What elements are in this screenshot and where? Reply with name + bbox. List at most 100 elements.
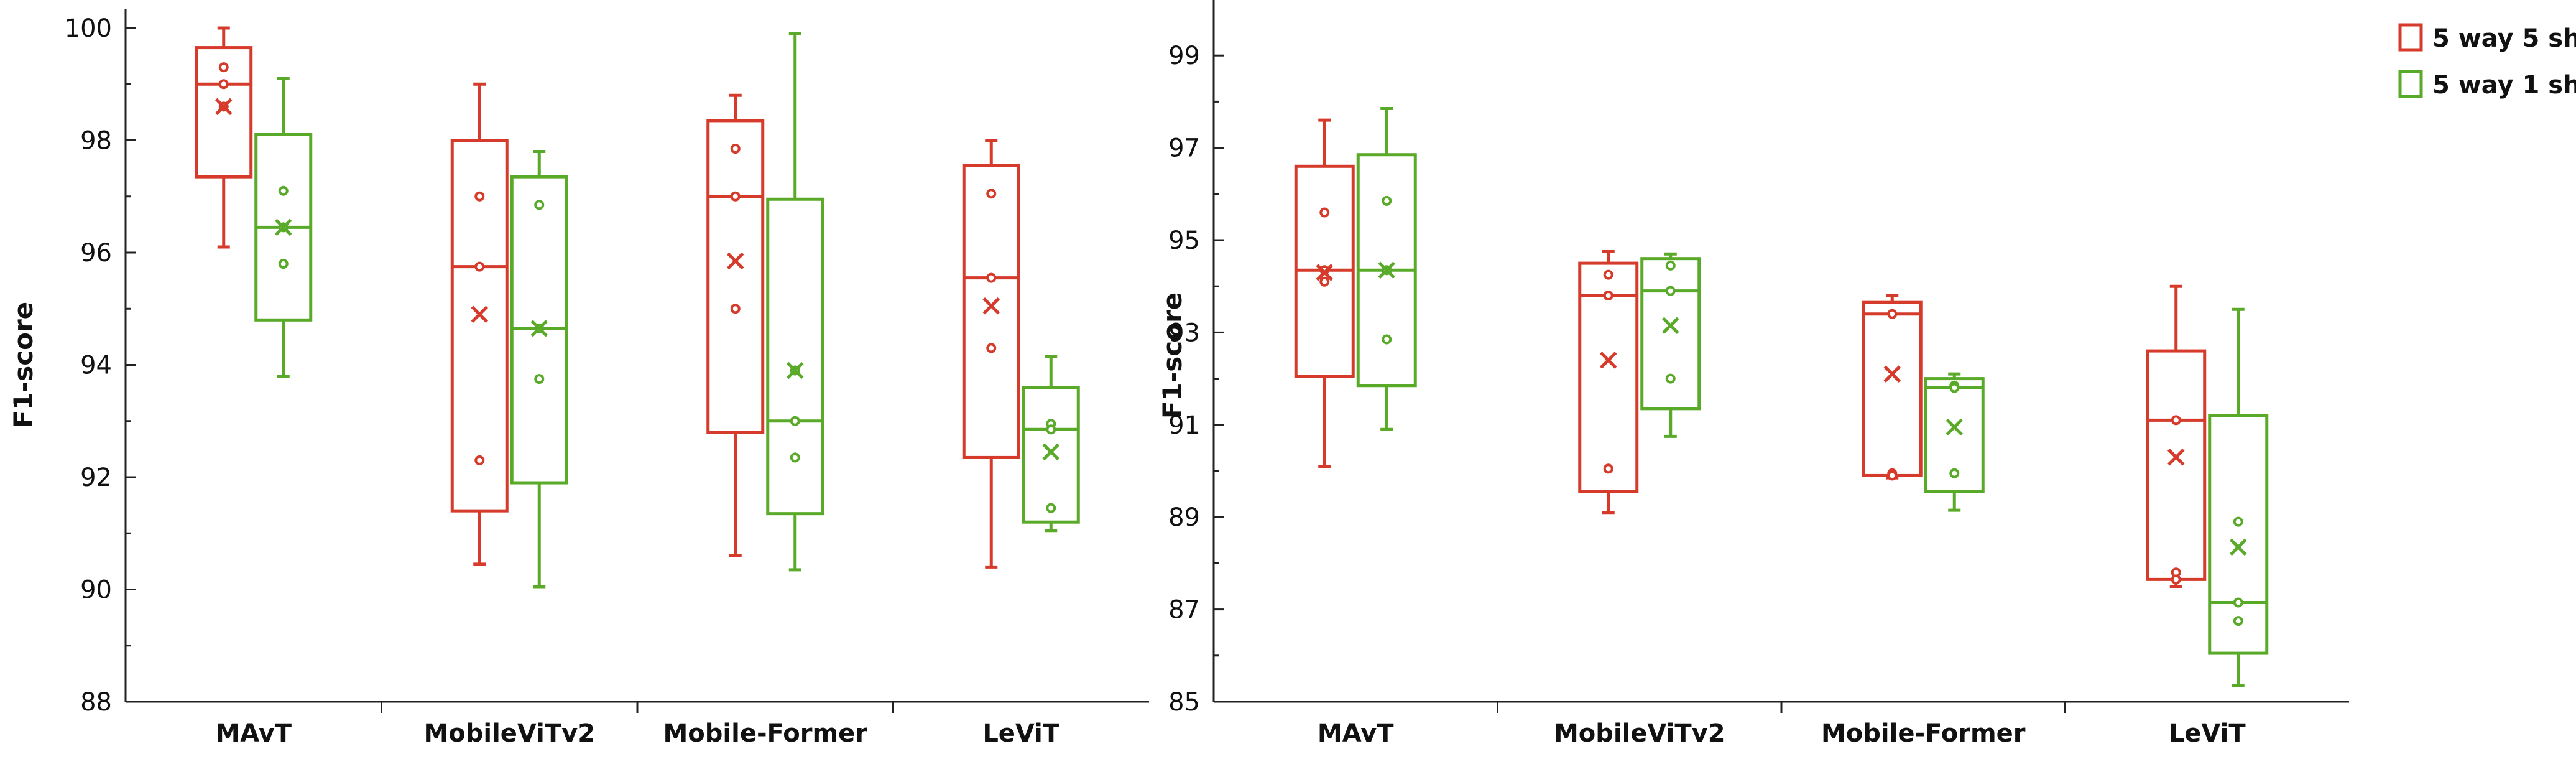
y-tick-label: 98 [80,127,112,156]
y-tick-label: 87 [1168,596,1200,625]
box-5way1shot [1640,252,1701,438]
box-5way5shot [706,93,765,557]
box-body [706,119,765,434]
data-point [2233,597,2243,608]
data-point [1319,276,1330,287]
data-point [730,144,741,154]
data-point [1603,463,1613,474]
box-5way1shot [1924,372,1985,512]
y-tick-label: 92 [80,463,112,492]
legend: 5 way 5 shot 5 way 1 shot [2398,23,2576,100]
data-point [986,343,997,353]
x-category-label: Mobile-Former [1821,719,2026,748]
data-point [1603,269,1613,280]
data-point [474,455,485,465]
y-tick-label: 93 [1168,319,1200,347]
y-tick-label: 90 [80,576,112,605]
legend-swatch-5way5shot [2398,23,2423,52]
legend-label-5way1shot: 5 way 1 shot [2432,71,2576,100]
left-box-plot: 88 90 92 94 96 98 100 F1-score MAvT MobileViTv2 Mo… [8,9,1149,748]
box-body [195,46,253,179]
y-tick-label: 91 [1168,411,1200,440]
x-category-label: MAvT [215,719,292,748]
mean-marker [1316,264,1334,281]
box-body [766,197,824,516]
data-point [1603,291,1613,301]
data-point [986,272,997,283]
box-body [450,139,509,513]
legend-swatch-5way1shot [2398,70,2423,98]
data-point [1046,503,1056,513]
y-tick-label: 99 [1168,42,1200,70]
box-body [1578,261,1639,493]
y-axis-label: F1-score [1157,292,1188,419]
mean-marker [274,218,292,236]
x-category-label: MobileViTv2 [1554,719,1725,748]
x-category-label: LeViT [2169,719,2246,748]
data-point [2233,516,2243,527]
x-category-label: LeViT [982,719,1060,748]
legend-label-5way5shot: 5 way 5 shot [2432,24,2576,53]
y-tick-label: 89 [1168,503,1200,532]
box-5way1shot [510,150,568,589]
mean-marker [1661,317,1679,335]
mean-marker [2229,538,2247,556]
box-5way5shot [450,82,509,566]
data-point [790,416,800,426]
box-5way1shot [254,77,313,378]
data-point [2171,415,2181,426]
mean-marker [786,361,804,380]
data-point [790,452,800,463]
mean-marker [1883,365,1901,383]
box-5way5shot [962,139,1020,569]
box-5way5shot [1862,294,1923,481]
box-body [1022,386,1080,524]
data-point [1382,334,1392,345]
y-tick-label: 94 [80,352,112,380]
data-point [218,79,229,90]
mean-marker [1378,261,1396,279]
y-tick-label: 85 [1168,688,1200,717]
data-point [730,191,741,202]
mean-marker [1599,352,1617,369]
data-point [1887,470,1898,481]
data-point [1949,468,1960,478]
box-body [2146,349,2207,581]
box-5way5shot [1294,118,1355,468]
y-tick-label: 96 [80,239,112,268]
data-point [218,62,229,73]
box-body [962,164,1020,459]
mean-marker [530,320,548,337]
box-body [1924,377,1985,493]
y-tick-label: 88 [80,688,112,717]
data-point [534,200,545,210]
data-point [474,261,485,272]
data-point [2171,574,2181,585]
data-point [278,259,289,269]
box-5way1shot [1356,107,1417,431]
box-5way1shot [766,32,824,572]
data-point [2233,616,2243,626]
mean-marker [1946,418,1964,436]
y-tick-label: 97 [1168,134,1200,163]
mean-marker [982,297,1000,315]
box-5way5shot [195,26,253,249]
mean-marker [471,305,489,324]
mean-marker [2167,448,2185,466]
data-point [278,185,289,196]
x-category-label: Mobile-Former [663,719,867,748]
data-point [1382,195,1392,206]
right-box-plot: 85 87 89 91 93 95 97 99 F1-score MAvT MobileViTv2 M… [1157,0,2349,748]
box-5way1shot [2208,307,2269,687]
y-tick-label: 95 [1168,226,1200,255]
box-body [2208,414,2269,655]
box-5way5shot [2146,284,2207,588]
data-point [1665,286,1676,296]
y-axis-label: F1-score [8,302,39,428]
box-5way1shot [1022,355,1080,533]
data-point [1665,260,1676,271]
data-point [1949,383,1960,393]
data-point [986,189,997,199]
data-point [474,191,485,202]
